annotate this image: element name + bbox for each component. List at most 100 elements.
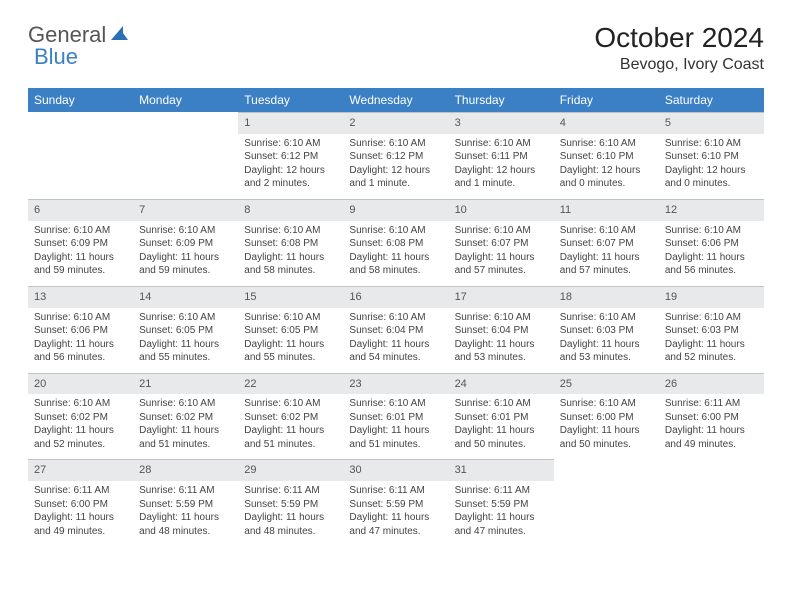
sunrise-text: Sunrise: 6:10 AM [455,311,548,325]
sunrise-text: Sunrise: 6:10 AM [139,311,232,325]
sunrise-text: Sunrise: 6:10 AM [34,397,127,411]
sunrise-text: Sunrise: 6:10 AM [244,224,337,238]
sunrise-text: Sunrise: 6:11 AM [34,484,127,498]
day-content: Sunrise: 6:10 AMSunset: 6:06 PMDaylight:… [28,308,133,373]
logo-sail-icon [109,24,129,47]
sunset-text: Sunset: 6:02 PM [244,411,337,425]
calendar-day-cell: 5Sunrise: 6:10 AMSunset: 6:10 PMDaylight… [659,112,764,199]
day-number: 13 [28,286,133,308]
weekday-header: Sunday [28,88,133,112]
calendar-day-cell: 26Sunrise: 6:11 AMSunset: 6:00 PMDayligh… [659,373,764,460]
day-content: Sunrise: 6:10 AMSunset: 6:01 PMDaylight:… [343,394,448,459]
day-content: Sunrise: 6:10 AMSunset: 6:07 PMDaylight:… [554,221,659,286]
calendar-day-cell: 12Sunrise: 6:10 AMSunset: 6:06 PMDayligh… [659,199,764,286]
calendar-day-cell: 25Sunrise: 6:10 AMSunset: 6:00 PMDayligh… [554,373,659,460]
calendar-day-cell: 4Sunrise: 6:10 AMSunset: 6:10 PMDaylight… [554,112,659,199]
sunrise-text: Sunrise: 6:10 AM [665,224,758,238]
sunset-text: Sunset: 5:59 PM [139,498,232,512]
sunrise-text: Sunrise: 6:10 AM [455,397,548,411]
daylight-text: Daylight: 11 hours and 57 minutes. [560,251,653,278]
calendar-day-cell: 1Sunrise: 6:10 AMSunset: 6:12 PMDaylight… [238,112,343,199]
sunrise-text: Sunrise: 6:10 AM [139,224,232,238]
day-number: 3 [449,112,554,134]
calendar-day-cell: 29Sunrise: 6:11 AMSunset: 5:59 PMDayligh… [238,459,343,546]
sunset-text: Sunset: 6:10 PM [560,150,653,164]
day-number: 19 [659,286,764,308]
weekday-header-row: SundayMondayTuesdayWednesdayThursdayFrid… [28,88,764,112]
logo-line2: Blue [34,44,78,70]
weekday-header: Saturday [659,88,764,112]
calendar-day-cell: 11Sunrise: 6:10 AMSunset: 6:07 PMDayligh… [554,199,659,286]
daylight-text: Daylight: 12 hours and 1 minute. [349,164,442,191]
calendar-day-cell: 2Sunrise: 6:10 AMSunset: 6:12 PMDaylight… [343,112,448,199]
sunrise-text: Sunrise: 6:11 AM [665,397,758,411]
daylight-text: Daylight: 11 hours and 59 minutes. [139,251,232,278]
calendar-day-cell: 6Sunrise: 6:10 AMSunset: 6:09 PMDaylight… [28,199,133,286]
day-content: Sunrise: 6:10 AMSunset: 6:02 PMDaylight:… [28,394,133,459]
calendar-day-cell: 30Sunrise: 6:11 AMSunset: 5:59 PMDayligh… [343,459,448,546]
sunrise-text: Sunrise: 6:10 AM [455,224,548,238]
daylight-text: Daylight: 11 hours and 51 minutes. [139,424,232,451]
sunset-text: Sunset: 6:00 PM [34,498,127,512]
calendar-day-cell: 28Sunrise: 6:11 AMSunset: 5:59 PMDayligh… [133,459,238,546]
sunset-text: Sunset: 6:03 PM [560,324,653,338]
sunset-text: Sunset: 6:11 PM [455,150,548,164]
location: Bevogo, Ivory Coast [594,56,764,74]
daylight-text: Daylight: 11 hours and 58 minutes. [244,251,337,278]
sunset-text: Sunset: 5:59 PM [244,498,337,512]
calendar-day-cell: 13Sunrise: 6:10 AMSunset: 6:06 PMDayligh… [28,286,133,373]
day-content: Sunrise: 6:10 AMSunset: 6:08 PMDaylight:… [238,221,343,286]
daylight-text: Daylight: 12 hours and 0 minutes. [665,164,758,191]
sunset-text: Sunset: 6:04 PM [349,324,442,338]
daylight-text: Daylight: 11 hours and 52 minutes. [34,424,127,451]
sunset-text: Sunset: 6:06 PM [665,237,758,251]
sunrise-text: Sunrise: 6:10 AM [560,137,653,151]
calendar-week-row: 27Sunrise: 6:11 AMSunset: 6:00 PMDayligh… [28,459,764,546]
calendar-day-cell [28,112,133,199]
daylight-text: Daylight: 12 hours and 2 minutes. [244,164,337,191]
daylight-text: Daylight: 11 hours and 51 minutes. [244,424,337,451]
calendar-day-cell: 7Sunrise: 6:10 AMSunset: 6:09 PMDaylight… [133,199,238,286]
day-number: 4 [554,112,659,134]
sunrise-text: Sunrise: 6:10 AM [349,137,442,151]
sunrise-text: Sunrise: 6:10 AM [665,137,758,151]
calendar-day-cell: 31Sunrise: 6:11 AMSunset: 5:59 PMDayligh… [449,459,554,546]
sunset-text: Sunset: 6:12 PM [349,150,442,164]
sunset-text: Sunset: 6:08 PM [349,237,442,251]
day-content: Sunrise: 6:11 AMSunset: 5:59 PMDaylight:… [343,481,448,546]
day-content: Sunrise: 6:10 AMSunset: 6:05 PMDaylight:… [238,308,343,373]
day-content: Sunrise: 6:10 AMSunset: 6:04 PMDaylight:… [449,308,554,373]
sunrise-text: Sunrise: 6:10 AM [349,397,442,411]
day-number: 8 [238,199,343,221]
daylight-text: Daylight: 11 hours and 55 minutes. [244,338,337,365]
day-number: 25 [554,373,659,395]
daylight-text: Daylight: 11 hours and 54 minutes. [349,338,442,365]
day-number: 20 [28,373,133,395]
daylight-text: Daylight: 11 hours and 50 minutes. [455,424,548,451]
daylight-text: Daylight: 11 hours and 51 minutes. [349,424,442,451]
calendar-day-cell: 16Sunrise: 6:10 AMSunset: 6:04 PMDayligh… [343,286,448,373]
daylight-text: Daylight: 11 hours and 52 minutes. [665,338,758,365]
sunrise-text: Sunrise: 6:10 AM [244,137,337,151]
calendar-day-cell: 3Sunrise: 6:10 AMSunset: 6:11 PMDaylight… [449,112,554,199]
daylight-text: Daylight: 11 hours and 49 minutes. [34,511,127,538]
day-content: Sunrise: 6:10 AMSunset: 6:07 PMDaylight:… [449,221,554,286]
day-number: 9 [343,199,448,221]
daylight-text: Daylight: 11 hours and 58 minutes. [349,251,442,278]
calendar-day-cell [659,459,764,546]
sunset-text: Sunset: 6:07 PM [455,237,548,251]
day-content: Sunrise: 6:10 AMSunset: 6:09 PMDaylight:… [133,221,238,286]
sunset-text: Sunset: 6:07 PM [560,237,653,251]
calendar-day-cell: 18Sunrise: 6:10 AMSunset: 6:03 PMDayligh… [554,286,659,373]
day-content: Sunrise: 6:11 AMSunset: 6:00 PMDaylight:… [659,394,764,459]
day-number: 23 [343,373,448,395]
sunset-text: Sunset: 6:00 PM [560,411,653,425]
day-number: 14 [133,286,238,308]
day-number: 29 [238,459,343,481]
daylight-text: Daylight: 11 hours and 50 minutes. [560,424,653,451]
sunrise-text: Sunrise: 6:10 AM [139,397,232,411]
daylight-text: Daylight: 11 hours and 55 minutes. [139,338,232,365]
sunset-text: Sunset: 6:05 PM [139,324,232,338]
daylight-text: Daylight: 11 hours and 56 minutes. [34,338,127,365]
sunset-text: Sunset: 5:59 PM [455,498,548,512]
